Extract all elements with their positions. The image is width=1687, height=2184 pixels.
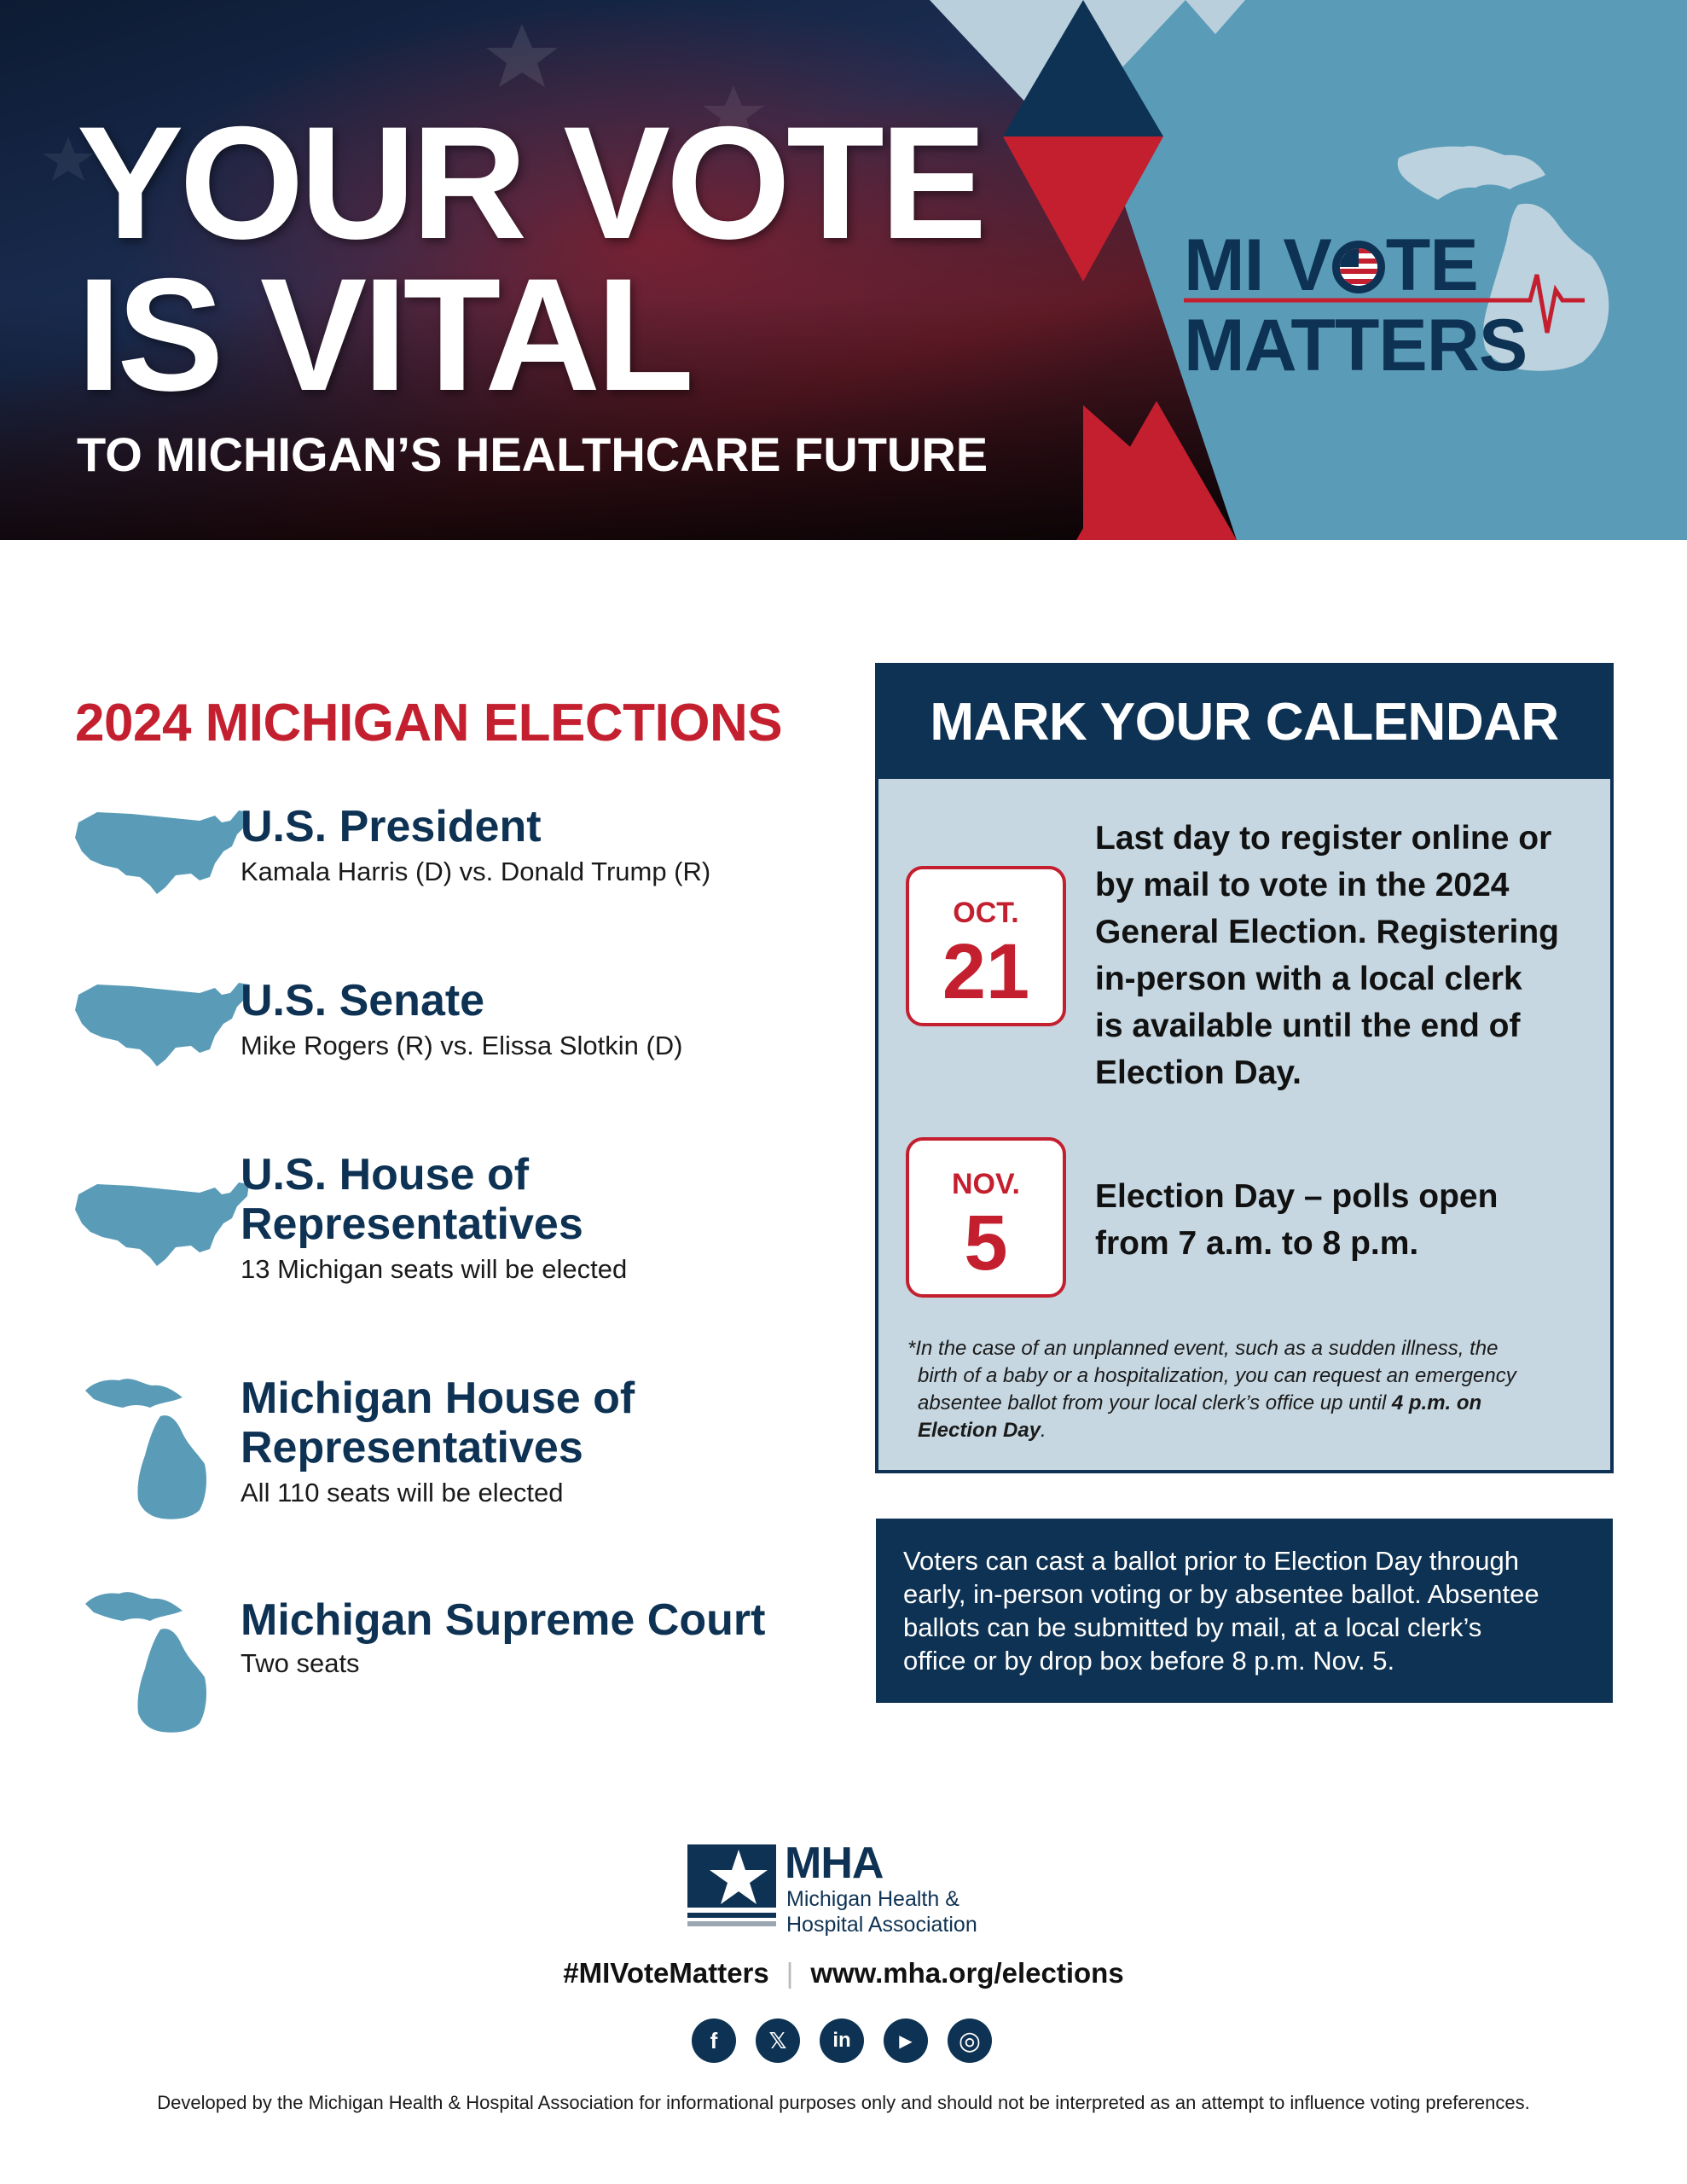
heartbeat-line-icon xyxy=(1184,274,1585,334)
link-separator: | xyxy=(786,1957,794,1989)
footnote-line: *In the case of an unplanned event, such… xyxy=(907,1337,1499,1360)
footnote-text: . xyxy=(1041,1419,1046,1442)
footnote-line: Election Day. xyxy=(907,1417,1581,1444)
michigan-map-icon xyxy=(1397,146,1609,371)
date-month: OCT. xyxy=(953,897,1019,929)
event-line: Election Day – polls open xyxy=(1095,1178,1499,1215)
race-name: U.S. Senate xyxy=(241,976,485,1025)
date-badge-oct-21: OCT. 21 xyxy=(906,866,1066,1026)
us-map-icon xyxy=(75,810,249,894)
footnote-line: birth of a baby or a hospitalization, yo… xyxy=(918,1364,1516,1387)
race-seats: All 110 seats will be elected xyxy=(241,1478,564,1507)
us-map-icon xyxy=(75,1182,249,1266)
race-name-line-1: U.S. House of xyxy=(241,1150,530,1199)
footnote-text: absentee ballot from your local clerk’s … xyxy=(918,1391,1392,1414)
us-map-icon xyxy=(75,983,249,1066)
headline-line-2: IS VITAL xyxy=(77,245,694,424)
header-background xyxy=(0,0,1687,540)
race-name-line-2: Representatives xyxy=(241,1423,583,1472)
header-banner: YOUR VOTE IS VITAL TO MICHIGAN’S HEALTHC… xyxy=(0,0,1687,540)
michigan-map-icon xyxy=(85,1592,206,1733)
mi-vote-matters-logo-line-1: MI V TE xyxy=(1184,229,1479,302)
logo-text-suffix: TE xyxy=(1385,224,1479,306)
event-description-registration: Last day to register online or by mail t… xyxy=(1095,815,1559,1096)
race-seats: Two seats xyxy=(241,1648,360,1678)
early-voting-line: ballots can be submitted by mail, at a l… xyxy=(903,1612,1482,1642)
linkedin-icon[interactable]: in xyxy=(820,2018,864,2063)
headline-line-1: YOUR VOTE xyxy=(77,93,987,272)
footnote-deadline: 4 p.m. on xyxy=(1391,1391,1482,1414)
date-badge-nov-5: NOV. 5 xyxy=(906,1137,1066,1298)
hashtag-link[interactable]: #MIVoteMatters xyxy=(563,1957,769,1989)
emergency-ballot-footnote: *In the case of an unplanned event, such… xyxy=(907,1335,1581,1444)
instagram-icon[interactable]: ◎ xyxy=(948,2018,992,2063)
race-candidates: Kamala Harris (D) vs. Donald Trump (R) xyxy=(241,857,711,886)
event-line: from 7 a.m. to 8 p.m. xyxy=(1095,1225,1419,1262)
website-link[interactable]: www.mha.org/elections xyxy=(810,1957,1124,1989)
early-voting-line: Voters can cast a ballot prior to Electi… xyxy=(903,1546,1520,1576)
race-name-line-2: Representatives xyxy=(241,1199,583,1249)
disclaimer: Developed by the Michigan Health & Hospi… xyxy=(157,2092,1530,2113)
us-flag-icon xyxy=(1331,241,1385,293)
event-description-election-day: Election Day – polls open from 7 a.m. to… xyxy=(1095,1173,1498,1267)
early-voting-line: office or by drop box before 8 p.m. Nov.… xyxy=(903,1646,1395,1676)
race-candidates: Mike Rogers (R) vs. Elissa Slotkin (D) xyxy=(241,1031,683,1060)
youtube-icon[interactable]: ▶ xyxy=(884,2018,928,2063)
logo-text-prefix: MI V xyxy=(1184,224,1332,306)
race-name: Michigan Supreme Court xyxy=(241,1595,766,1645)
race-name-line-1: Michigan House of xyxy=(241,1374,635,1423)
mha-full-name-line-1: Michigan Health & xyxy=(786,1887,959,1911)
footer-links: #MIVoteMatters | www.mha.org/elections xyxy=(0,1957,1687,1989)
x-icon[interactable]: 𝕏 xyxy=(756,2018,800,2063)
mha-name: MHA xyxy=(785,1838,884,1888)
mi-vote-matters-logo-line-2: MATTERS xyxy=(1184,305,1528,386)
background-star xyxy=(43,136,94,181)
early-voting-line: early, in-person voting or by absentee b… xyxy=(903,1579,1539,1609)
date-month: NOV. xyxy=(951,1168,1020,1200)
event-line: in-person with a local clerk xyxy=(1095,961,1522,997)
event-line: General Election. Registering xyxy=(1095,914,1559,950)
calendar-title: MARK YOUR CALENDAR xyxy=(878,666,1610,779)
facebook-icon[interactable]: f xyxy=(692,2018,736,2063)
mha-full-name-line-2: Hospital Association xyxy=(786,1913,977,1937)
date-day: 5 xyxy=(964,1199,1008,1287)
early-voting-panel: Voters can cast a ballot prior to Electi… xyxy=(876,1519,1613,1703)
headline-subtitle: TO MICHIGAN’S HEALTHCARE FUTURE xyxy=(77,427,988,481)
event-line: Last day to register online or xyxy=(1095,820,1552,857)
race-name: U.S. President xyxy=(241,802,542,851)
calendar-panel: MARK YOUR CALENDAR OCT. 21 Last day to r… xyxy=(875,663,1614,1473)
date-day: 21 xyxy=(942,928,1030,1015)
elections-section-title: 2024 MICHIGAN ELECTIONS xyxy=(75,694,783,752)
footnote-deadline: Election Day xyxy=(918,1419,1041,1442)
event-line: is available until the end of xyxy=(1095,1008,1521,1044)
footnote-line: absentee ballot from your local clerk’s … xyxy=(907,1390,1581,1417)
mha-logo-icon xyxy=(687,1844,776,1926)
event-line: Election Day. xyxy=(1095,1054,1302,1091)
event-line: by mail to vote in the 2024 xyxy=(1095,867,1510,903)
michigan-map-icon xyxy=(85,1379,206,1519)
background-star xyxy=(486,24,558,87)
background-star xyxy=(703,85,764,139)
race-seats: 13 Michigan seats will be elected xyxy=(241,1254,628,1284)
